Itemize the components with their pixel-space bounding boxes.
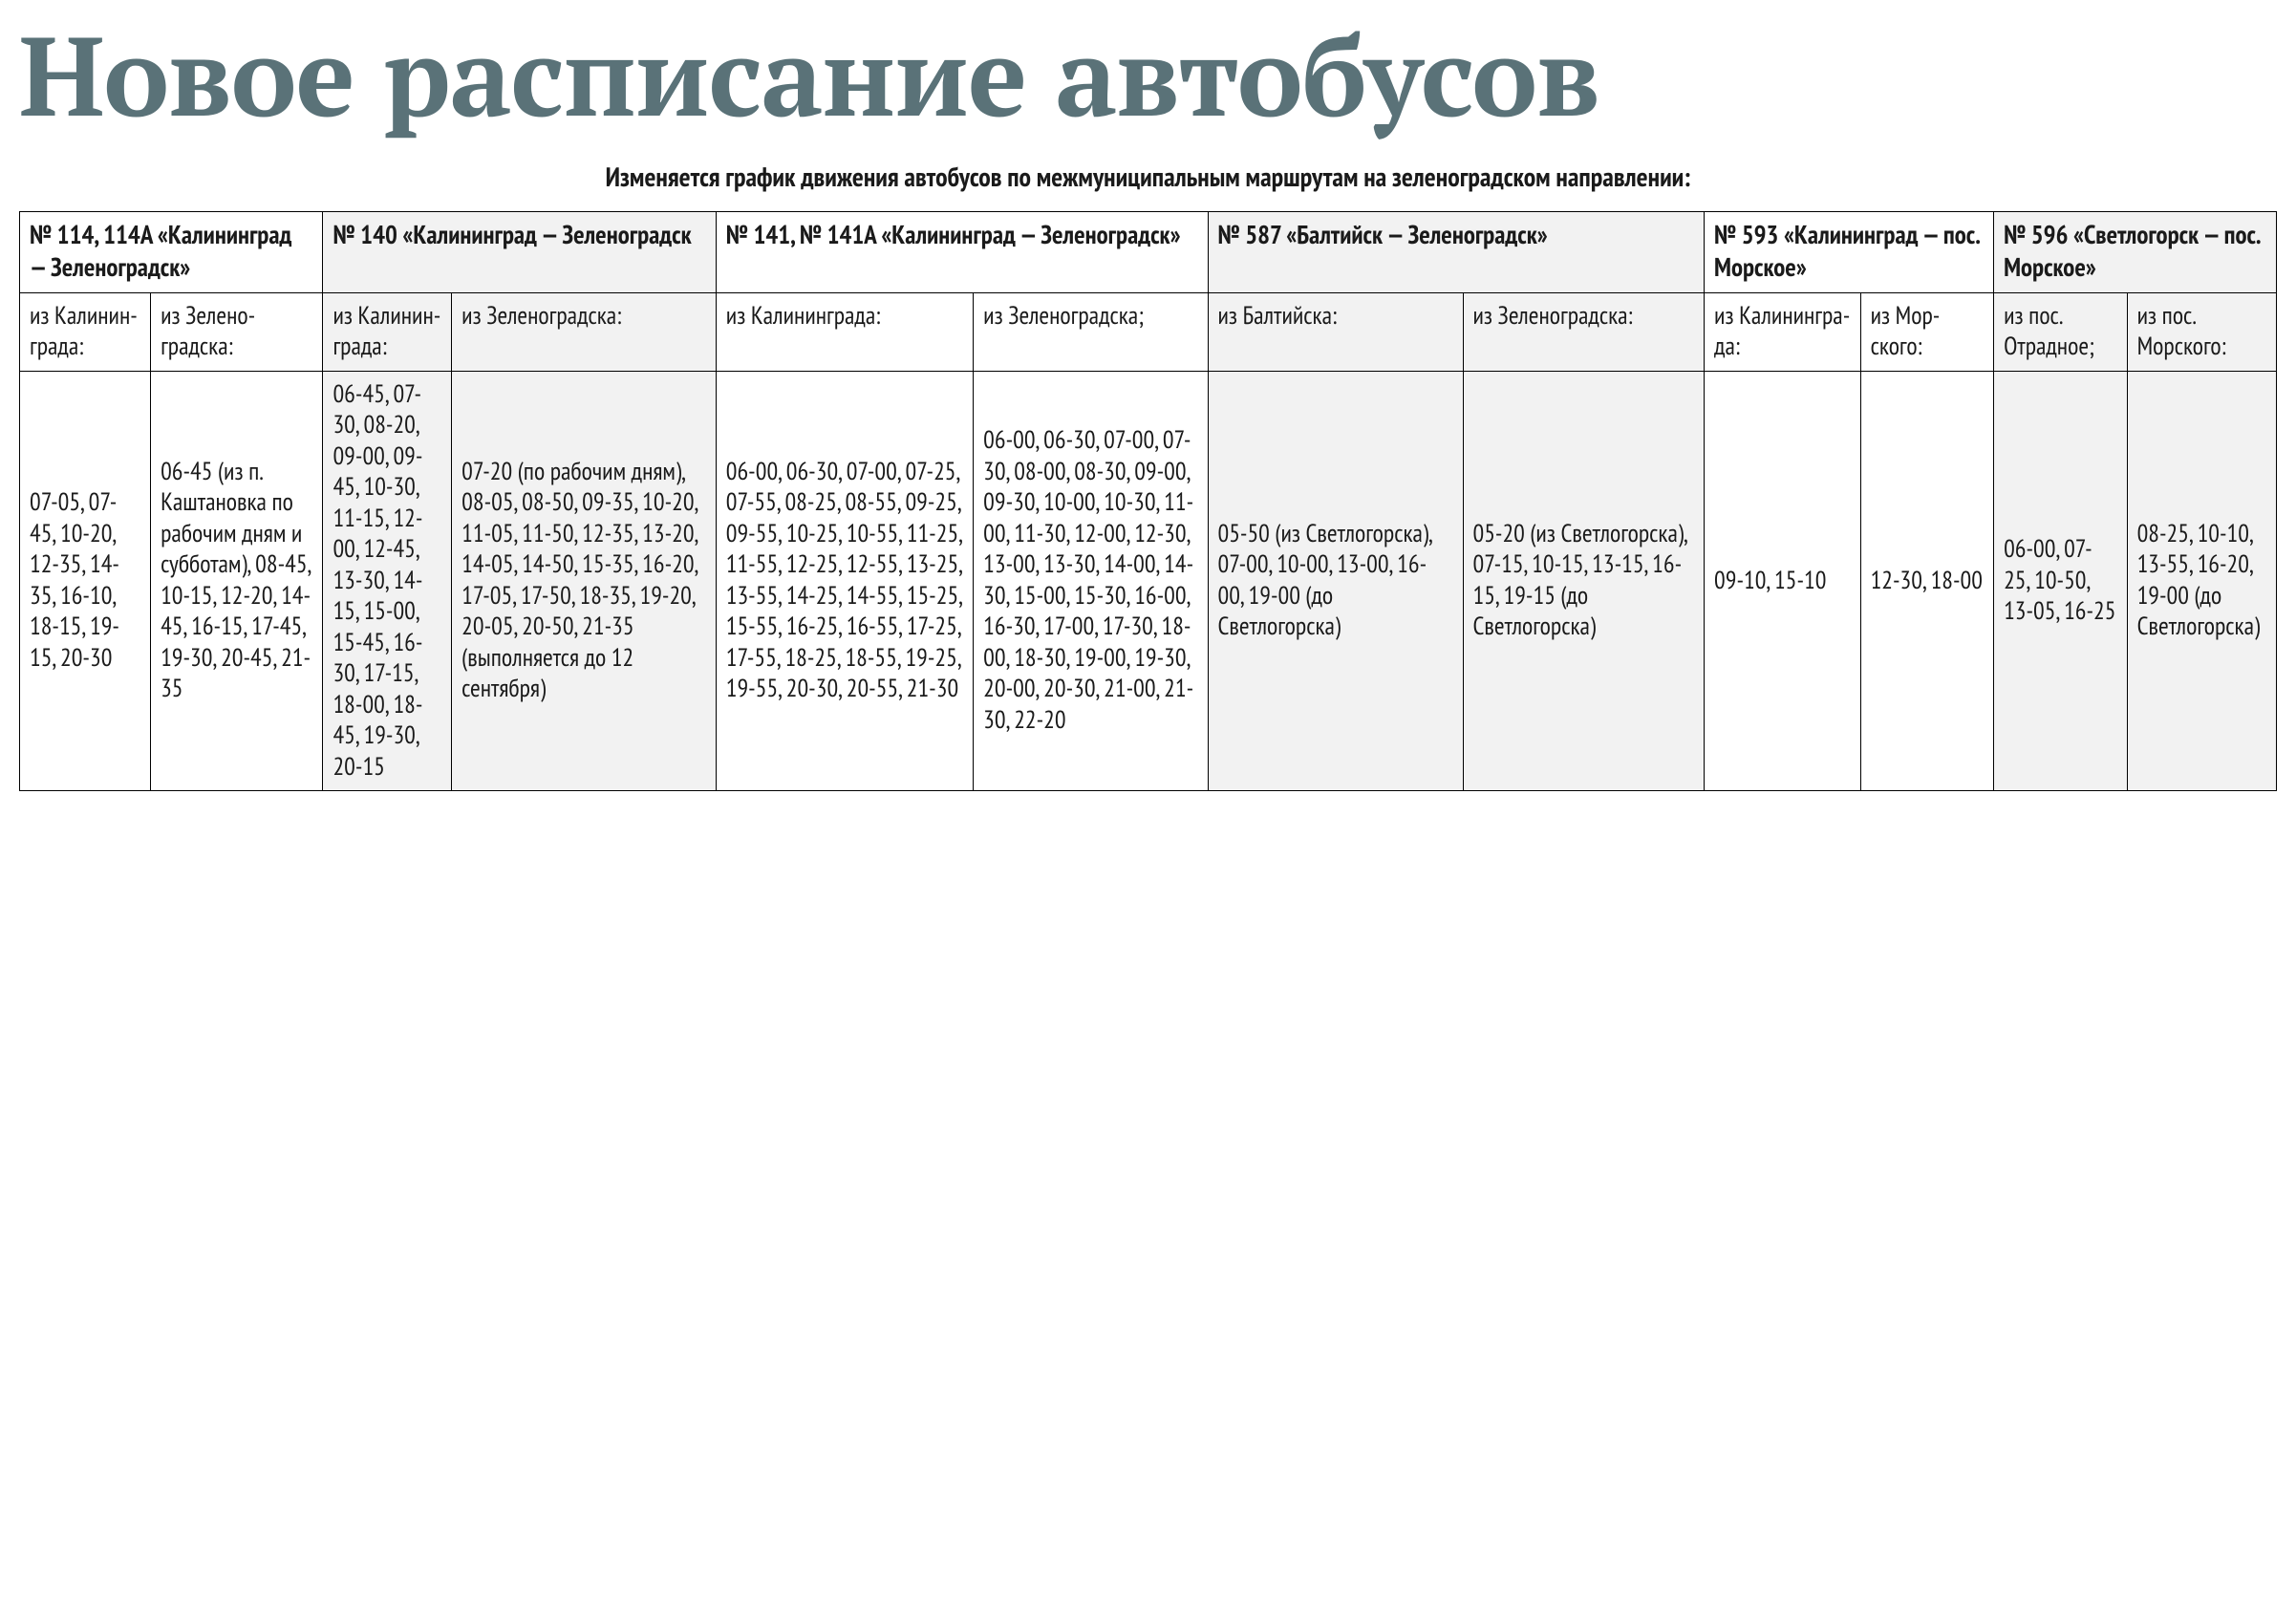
schedule-table: № 114, 114А «Калининград — Зеленоградск»… <box>19 211 2277 791</box>
direction-header: из Зелено­градска: <box>1463 292 1705 371</box>
direction-header: из Кали­нингра­да: <box>1705 292 1861 371</box>
times-cell: 06-45 (из п. Кашта­новка по рабочим дням… <box>151 371 323 791</box>
times-row: 07-05, 07-45, 10-20, 12-35, 14-35, 16-10… <box>20 371 2277 791</box>
times-cell: 09-10, 15-10 <box>1705 371 1861 791</box>
route-header: № 140 «Калининград — Зеленоградск <box>323 212 716 293</box>
direction-header: из Мор­ского: <box>1860 292 1994 371</box>
direction-header: из пос. Морско­го: <box>2127 292 2276 371</box>
direction-header: из Зелено­градска; <box>974 292 1208 371</box>
times-cell: 08-25, 10-10, 13-55, 16-20, 19-00 (до Св… <box>2127 371 2276 791</box>
route-header: № 596 «Светлогорск — пос. Морское» <box>1994 212 2277 293</box>
times-cell: 06-00, 06-30, 07-00, 07-25, 07-55, 08-25… <box>716 371 973 791</box>
route-header: № 587 «Балтийск — Зеленоградск» <box>1208 212 1705 293</box>
direction-header-row: из Ка­линин­града: из Зелено­градска: из… <box>20 292 2277 371</box>
direction-header: из Зеленоградска: <box>452 292 717 371</box>
times-cell: 07-20 (по рабочим дням), 08-05, 08-50, 0… <box>452 371 717 791</box>
direction-header: из Ка­линин­града: <box>20 292 151 371</box>
direction-header: из Ка­линин­града: <box>323 292 452 371</box>
direction-header: из Зелено­градска: <box>151 292 323 371</box>
times-cell: 06-45, 07-30, 08-20, 09-00, 09-45, 10-30… <box>323 371 452 791</box>
times-cell: 05-20 (из Свет­логорска), 07-15, 10-15, … <box>1463 371 1705 791</box>
times-cell: 06-00, 06-30, 07-00, 07-30, 08-00, 08-30… <box>974 371 1208 791</box>
page-title: Новое расписание автобусов <box>19 19 2277 130</box>
times-cell: 12-30, 18-00 <box>1860 371 1994 791</box>
route-header: № 114, 114А «Калининград — Зеленоградск» <box>20 212 323 293</box>
direction-header: из Балтийска: <box>1208 292 1463 371</box>
times-cell: 07-05, 07-45, 10-20, 12-35, 14-35, 16-10… <box>20 371 151 791</box>
route-header-row: № 114, 114А «Калининград — Зеленоградск»… <box>20 212 2277 293</box>
subtitle: Изменяется график движения автобусов по … <box>19 159 2277 194</box>
route-header: № 593 «Калининград — пос. Морское» <box>1705 212 1994 293</box>
direction-header: из Калинин­града: <box>716 292 973 371</box>
route-header: № 141, № 141А «Калинин­град — Зеленоград… <box>716 212 1208 293</box>
direction-header: из пос. Отрад­ное; <box>1994 292 2128 371</box>
times-cell: 06-00, 07-25, 10-50, 13-05, 16-25 <box>1994 371 2128 791</box>
times-cell: 05-50 (из Светлогорска), 07-00, 10-00, 1… <box>1208 371 1463 791</box>
